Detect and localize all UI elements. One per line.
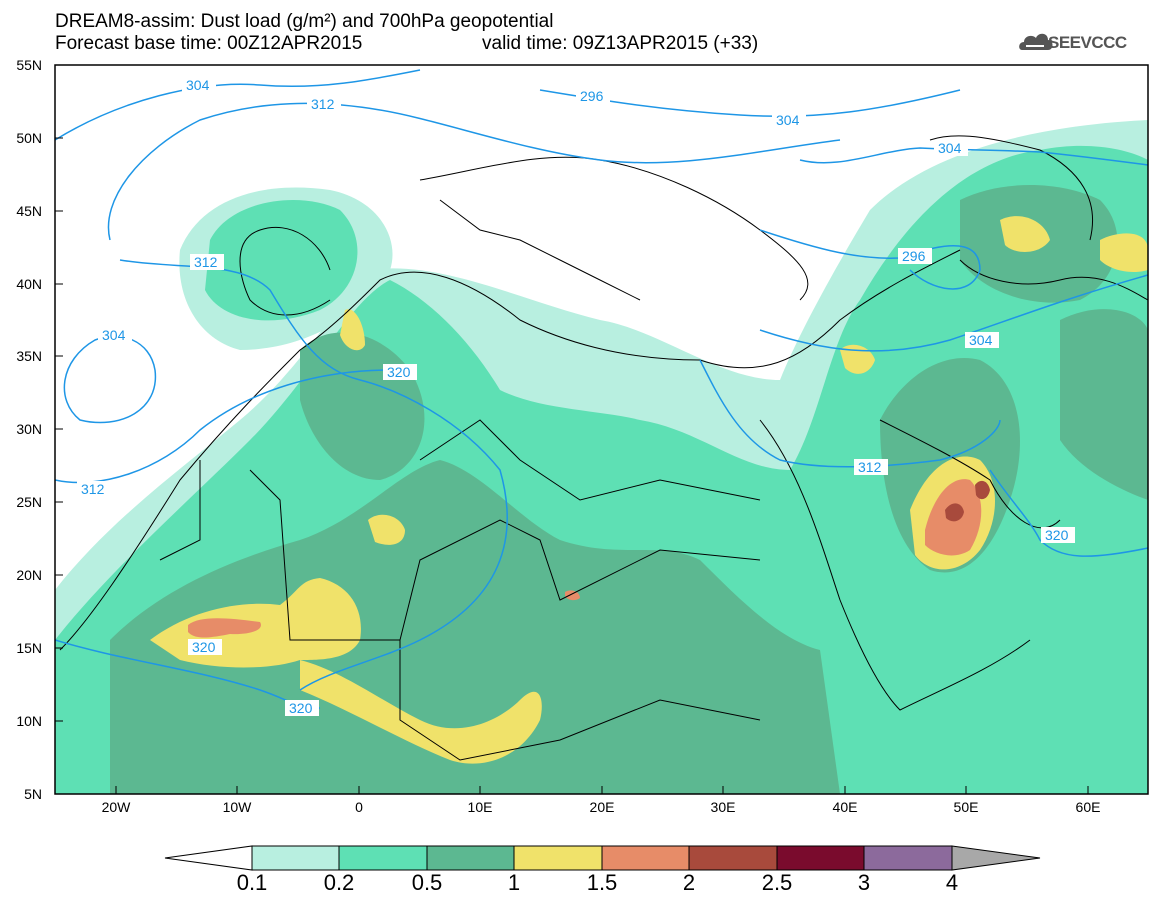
colorbar-label: 0.5 (411, 870, 443, 895)
lat-label: 30N (16, 421, 42, 437)
lat-label: 35N (16, 348, 42, 364)
contour-label: 304 (776, 112, 800, 128)
contour-label: 320 (192, 639, 216, 655)
colorbar-label: 2 (682, 870, 696, 895)
lon-label: 40E (832, 799, 858, 815)
forecast-base-time: Forecast base time: 00Z12APR2015 (55, 33, 363, 54)
lat-label: 20N (16, 567, 42, 583)
colorbar (164, 845, 1041, 871)
lon-label: 30E (710, 799, 736, 815)
lon-label: 0 (355, 799, 363, 815)
colorbar-label: 4 (945, 870, 959, 895)
map-plot-area: 304 312 296 304 304 312 296 304 304 320 … (55, 65, 1148, 794)
lon-label: 10W (222, 799, 252, 815)
lat-label: 25N (16, 494, 42, 510)
logo-text: SEEVCCC (1048, 33, 1127, 52)
lat-label: 15N (16, 640, 42, 656)
cloud-logo-icon (1019, 33, 1053, 50)
colorbar-under-triangle (164, 845, 253, 871)
lon-label: 10E (467, 799, 493, 815)
contour-label: 312 (194, 254, 218, 270)
colorbar-label: 2.5 (761, 870, 793, 895)
contour-labels: 304 312 296 304 304 312 296 304 304 320 … (77, 77, 1075, 716)
contour-label: 312 (311, 96, 335, 112)
contour-label: 296 (902, 248, 926, 264)
valid-time: valid time: 09Z13APR2015 (+33) (482, 33, 759, 54)
map-title: DREAM8-assim: Dust load (g/m²) and 700hP… (55, 11, 554, 32)
colorbar-over-triangle (951, 845, 1041, 871)
lon-label: 60E (1075, 799, 1101, 815)
contour-label: 296 (580, 88, 604, 104)
colorbar-label: 1 (507, 870, 521, 895)
contour-label: 320 (289, 700, 313, 716)
colorbar-label: 3 (857, 870, 871, 895)
lon-label: 20W (101, 799, 131, 815)
lon-label: 50E (953, 799, 979, 815)
contour-label: 312 (858, 459, 882, 475)
lat-label: 45N (16, 203, 42, 219)
tick-marks (55, 64, 1089, 794)
colorbar-label: 1.5 (586, 870, 618, 895)
lat-label: 40N (16, 276, 42, 292)
colorbar-label: 0.1 (236, 870, 268, 895)
lat-label: 10N (16, 713, 42, 729)
lat-label: 55N (16, 57, 42, 73)
contour-label: 304 (102, 327, 126, 343)
contour-label: 304 (186, 77, 210, 93)
contour-label: 320 (1045, 527, 1069, 543)
contour-label: 304 (938, 140, 962, 156)
lon-label: 20E (589, 799, 615, 815)
colorbar-label: 0.2 (323, 870, 355, 895)
dust-field-2 (945, 480, 990, 522)
contour-label: 304 (969, 332, 993, 348)
contour-label: 320 (387, 364, 411, 380)
contour-label: 312 (81, 481, 105, 497)
geopotential-contours (55, 69, 1148, 709)
lat-label: 50N (16, 130, 42, 146)
lat-label: 5N (24, 786, 42, 802)
